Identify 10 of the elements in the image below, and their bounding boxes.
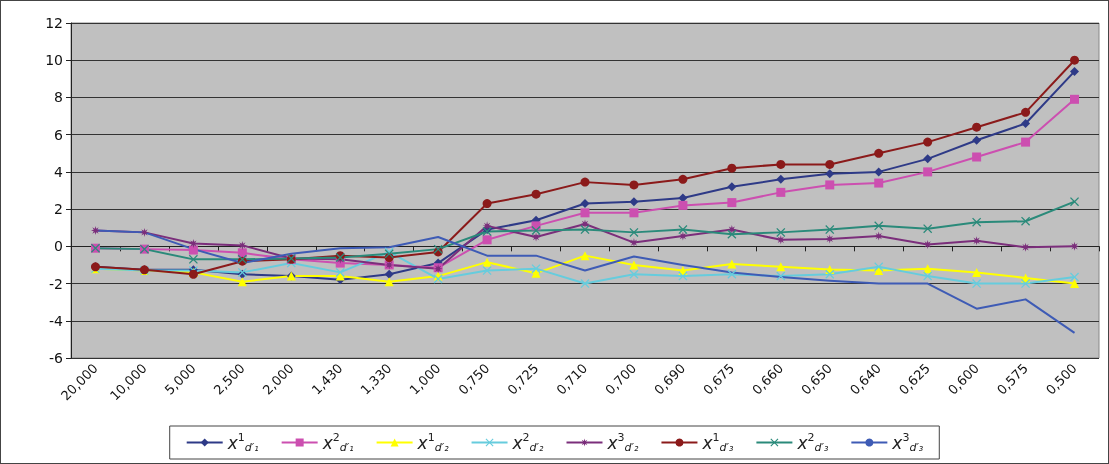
y-tick-label: -4 (49, 312, 64, 329)
y-tick-label: 0 (54, 238, 63, 255)
y-tick-label: 10 (45, 52, 63, 69)
y-tick-label: 12 (45, 15, 63, 31)
y-tick-label: 2 (54, 201, 63, 218)
y-tick-label: 6 (54, 126, 64, 143)
y-tick-label: -6 (49, 350, 64, 366)
y-tick-label: -2 (49, 275, 63, 292)
y-tick-label: 8 (54, 89, 63, 106)
y-tick-label: 4 (54, 163, 64, 180)
